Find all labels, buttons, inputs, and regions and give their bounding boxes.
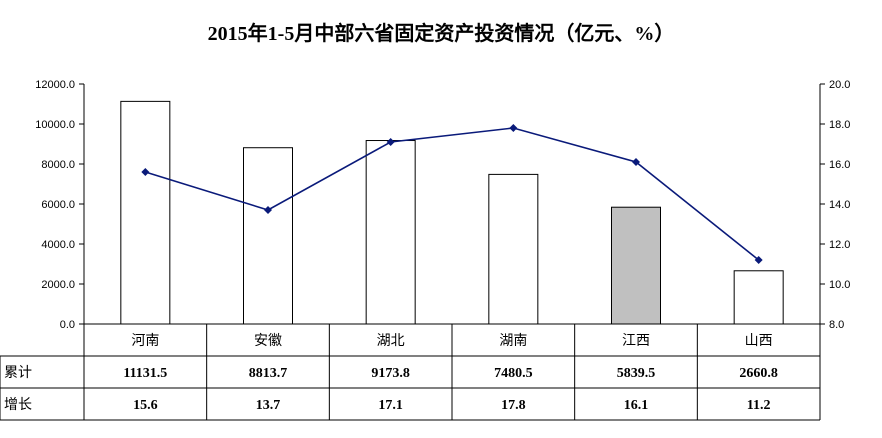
data-label: 9173.8 (371, 366, 410, 381)
chart-title: 2015年1-5月中部六省固定资产投资情况（亿元、%） (208, 21, 675, 45)
right-tick-label: 10.0 (829, 279, 850, 291)
left-tick-label: 0.0 (60, 319, 75, 331)
left-tick-label: 10000.0 (35, 119, 75, 131)
category-label: 河南 (131, 333, 159, 349)
growth-line (145, 127, 760, 261)
bar-湖南 (488, 173, 539, 325)
bar-series (120, 100, 784, 325)
left-axis: 0.0 2000.0 4000.0 6000.0 8000.0 10000.0 12000.… (35, 79, 85, 331)
data-label: 5839.5 (617, 366, 656, 381)
bar-山西 (733, 270, 784, 325)
right-tick-label: 16.0 (829, 159, 850, 171)
category-label: 山西 (745, 333, 773, 349)
data-label: 11.2 (747, 398, 771, 413)
category-label: 江西 (622, 333, 650, 349)
category-label: 安徽 (254, 333, 282, 349)
line-series (141, 124, 763, 264)
data-label: 8813.7 (249, 366, 288, 381)
left-tick-label: 8000.0 (41, 159, 75, 171)
left-tick-label: 6000.0 (41, 199, 75, 211)
right-tick-label: 20.0 (829, 79, 850, 91)
right-tick-label: 8.0 (829, 319, 844, 331)
row-header: 累计 (4, 365, 32, 381)
growth-point-安徽 (264, 206, 272, 214)
growth-point-湖南 (509, 124, 518, 132)
right-axis: 8.0 10.0 12.0 14.0 16.0 18.0 20.0 (819, 79, 850, 331)
growth-point-山西 (754, 256, 763, 264)
data-label: 7480.5 (494, 366, 533, 381)
bar-湖北 (365, 140, 416, 325)
data-label: 17.1 (378, 398, 403, 413)
data-label: 11131.5 (123, 366, 167, 381)
growth-point-河南 (141, 168, 150, 176)
bar-河南 (120, 100, 171, 325)
left-tick-label: 4000.0 (41, 239, 75, 251)
category-label: 湖南 (499, 333, 527, 349)
growth-point-江西 (632, 158, 640, 166)
right-tick-label: 14.0 (829, 199, 850, 211)
data-label: 15.6 (133, 398, 158, 413)
right-tick-label: 18.0 (829, 119, 850, 131)
growth-point-湖北 (386, 138, 395, 146)
bar-安徽 (243, 147, 293, 325)
left-tick-label: 2000.0 (41, 279, 75, 291)
row-header: 增长 (4, 397, 32, 413)
bar-江西 (611, 206, 661, 325)
right-tick-label: 12.0 (829, 239, 850, 251)
left-tick-label: 12000.0 (35, 79, 75, 91)
data-label: 13.7 (256, 398, 281, 413)
data-label: 2660.8 (739, 366, 778, 381)
category-label: 湖北 (377, 333, 405, 349)
data-label: 16.1 (624, 398, 649, 413)
data-label: 17.8 (501, 398, 526, 413)
